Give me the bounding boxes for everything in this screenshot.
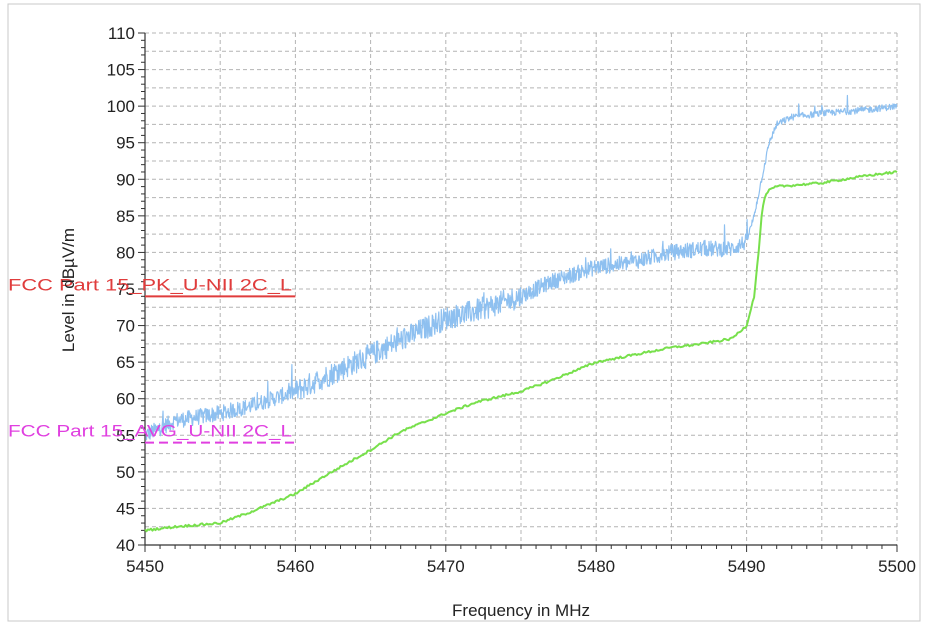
y-tick-label: 70 <box>116 317 135 336</box>
x-tick-label: 5490 <box>728 557 766 576</box>
x-tick-label: 5500 <box>878 557 916 576</box>
axes: 40 45 50 55 60 65 70 75 80 85 90 95 100 105 110 5450 546… <box>107 24 916 576</box>
grid <box>145 32 898 545</box>
x-tick-label: 5460 <box>276 557 314 576</box>
y-tick-label: 80 <box>116 243 135 262</box>
y-tick-label: 110 <box>108 24 135 43</box>
y-tick-label: 40 <box>116 536 135 555</box>
chart-frame <box>7 3 921 622</box>
y-tick-label: 65 <box>116 353 135 372</box>
x-axis-title: Frequency in MHz <box>452 601 590 620</box>
x-tick-label: 5480 <box>577 557 615 576</box>
y-tick-label: 45 <box>116 499 135 518</box>
limit-label-average: FCC Part 15_AVG_U-NII 2C_L <box>8 422 292 441</box>
series-line-peak <box>144 94 898 441</box>
y-tick-label: 85 <box>116 207 135 226</box>
y-tick-label: 75 <box>116 280 135 299</box>
series-group <box>144 94 898 533</box>
y-tick-label: 50 <box>116 463 135 482</box>
y-tick-label: 90 <box>116 170 135 189</box>
y-tick-label: 100 <box>107 97 135 116</box>
x-tick-label: 5470 <box>427 557 465 576</box>
x-tick-label: 5450 <box>126 557 164 576</box>
limit-label-peak: FCC Part 15_PK_U-NII 2C_L <box>8 275 292 294</box>
y-tick-label: 55 <box>116 426 135 445</box>
y-tick-label: 95 <box>116 134 135 153</box>
y-tick-label: 60 <box>116 390 135 409</box>
y-tick-label: 105 <box>107 61 135 80</box>
limit-lines: FCC Part 15_PK_U-NII 2C_L FCC Part 15_AVG… <box>8 275 296 444</box>
series-line-average <box>144 170 898 533</box>
y-axis-title: Level in dBµV/m <box>59 228 78 352</box>
